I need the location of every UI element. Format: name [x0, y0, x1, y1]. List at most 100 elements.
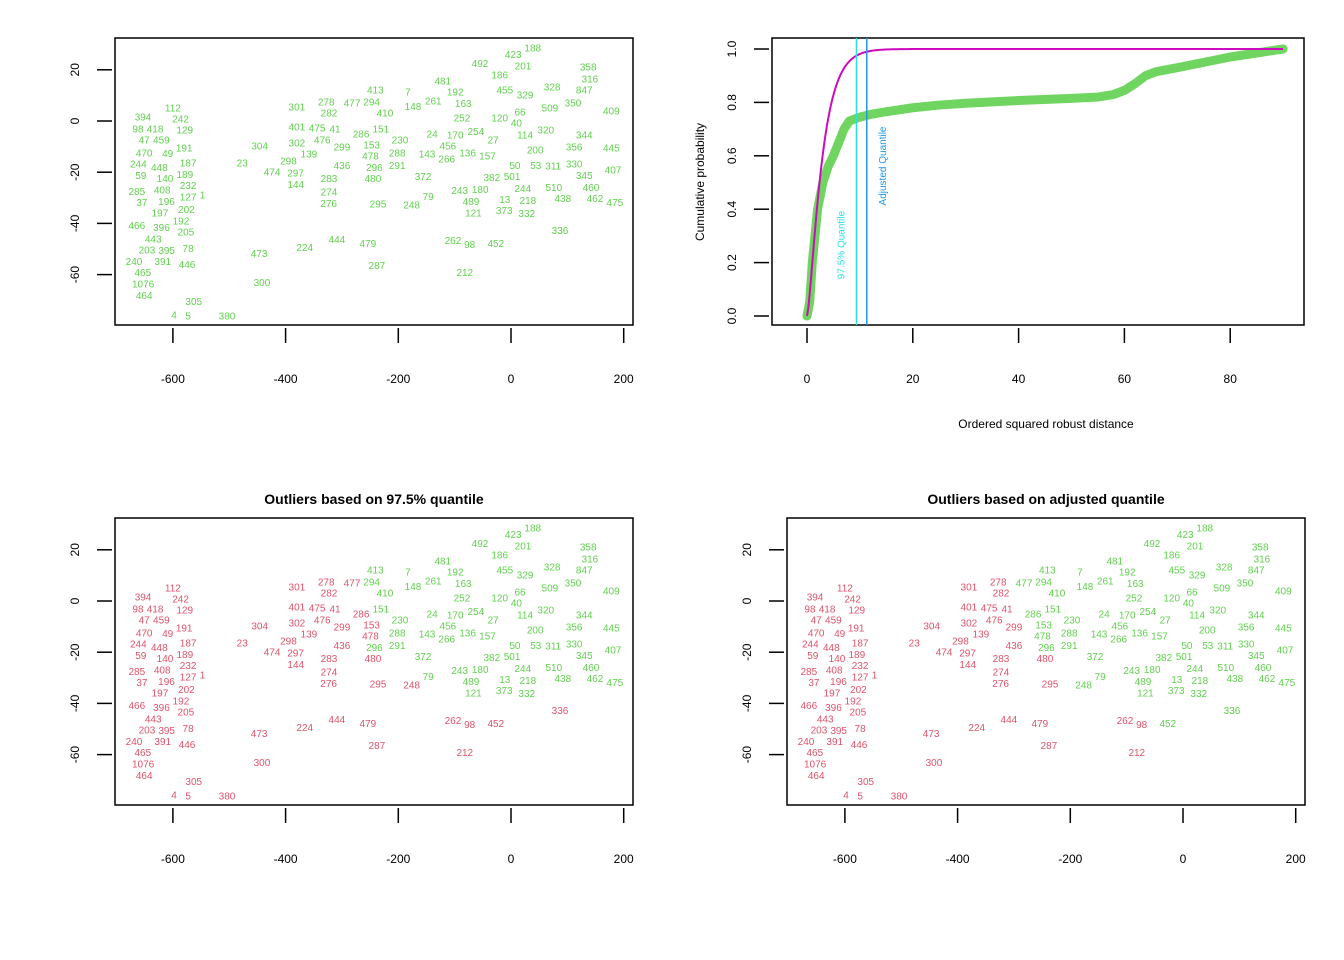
- point-label: 276: [992, 679, 1009, 690]
- y-tick-label: -40: [68, 694, 82, 712]
- point-label: 409: [603, 587, 620, 598]
- point-label: 286: [353, 130, 370, 141]
- point-label: 27: [488, 136, 500, 147]
- point-label: 299: [334, 623, 351, 634]
- point-label: 475: [309, 603, 326, 614]
- point-label: 186: [1163, 550, 1180, 561]
- plot-frame-top-right: [771, 37, 1305, 326]
- point-label: 189: [177, 170, 194, 181]
- point-label: 297: [287, 649, 304, 660]
- point-label: 477: [1016, 578, 1033, 589]
- point-label: 480: [365, 654, 382, 665]
- point-label: 311: [545, 642, 561, 653]
- point-label: 382: [483, 173, 500, 184]
- point-label: 79: [1095, 672, 1107, 683]
- point-label: 344: [576, 131, 593, 142]
- point-label: 191: [176, 144, 193, 155]
- point-label: 302: [961, 619, 978, 630]
- point-label: 196: [158, 677, 175, 688]
- point-label: 282: [993, 588, 1010, 599]
- point-label: 295: [1042, 680, 1059, 691]
- y-tick-label: 20: [68, 63, 82, 77]
- title-bottom-right: Outliers based on adjusted quantile: [927, 491, 1164, 507]
- point-label: 407: [605, 646, 622, 657]
- point-label: 489: [1135, 677, 1152, 688]
- point-label: 332: [1190, 689, 1207, 700]
- point-label: 446: [179, 740, 196, 751]
- point-label: 297: [287, 169, 304, 180]
- point-label: 847: [576, 565, 593, 576]
- point-label: 448: [151, 163, 168, 174]
- point-label: 151: [372, 124, 389, 135]
- x-tick-label: 200: [614, 852, 634, 866]
- point-label: 240: [126, 257, 143, 268]
- point-label: 294: [363, 577, 380, 588]
- point-label: 476: [986, 616, 1003, 627]
- point-label: 139: [301, 630, 318, 641]
- point-label: 5: [185, 791, 191, 802]
- point-label: 274: [993, 668, 1010, 679]
- point-label: 276: [320, 679, 337, 690]
- point-label: 49: [834, 629, 846, 640]
- point-label: 391: [154, 737, 171, 748]
- point-label: 413: [1039, 566, 1056, 577]
- point-label: 252: [454, 593, 471, 604]
- point-label: 261: [425, 97, 442, 108]
- point-label: 481: [434, 556, 451, 567]
- point-label: 192: [447, 88, 464, 99]
- point-label: 460: [1255, 663, 1272, 674]
- point-label: 470: [136, 149, 153, 160]
- point-label: 305: [185, 297, 202, 308]
- point-label: 224: [296, 723, 313, 734]
- point-label: 121: [465, 208, 482, 219]
- point-label: 489: [463, 197, 480, 208]
- y-tick-label: -40: [68, 214, 82, 232]
- point-label: 248: [1075, 680, 1092, 691]
- point-label: 151: [1044, 604, 1061, 615]
- point-label: 47: [139, 616, 151, 627]
- point-label: 37: [136, 678, 148, 689]
- point-label: 252: [454, 113, 471, 124]
- point-label: 394: [135, 592, 152, 603]
- point-label: 298: [280, 157, 297, 168]
- point-label: 330: [566, 160, 583, 171]
- point-label: 401: [961, 603, 978, 614]
- point-label: 7: [405, 87, 411, 98]
- point-label: 423: [1177, 530, 1194, 541]
- point-label: 373: [1168, 686, 1185, 697]
- point-label: 373: [496, 206, 513, 217]
- point-label: 140: [157, 654, 174, 665]
- point-label: 295: [370, 680, 387, 691]
- point-label: 474: [264, 168, 281, 179]
- y-tick-label: 0.6: [725, 147, 739, 164]
- point-label: 336: [552, 226, 569, 237]
- point-label: 262: [445, 716, 462, 727]
- point-label: 66: [514, 588, 526, 599]
- point-label: 291: [389, 161, 406, 172]
- point-label: 252: [1126, 593, 1143, 604]
- point-label: 200: [527, 626, 544, 637]
- point-label: 186: [491, 70, 508, 81]
- y-tick-label: 0.2: [725, 254, 739, 271]
- point-label: 350: [565, 98, 582, 109]
- point-label: 243: [451, 666, 468, 677]
- point-label: 470: [808, 629, 825, 640]
- point-label: 476: [314, 616, 331, 627]
- point-label: 153: [363, 621, 380, 632]
- point-label: 350: [1237, 578, 1254, 589]
- point-label: 5: [185, 311, 191, 322]
- point-label: 401: [289, 603, 306, 614]
- point-label: 345: [576, 651, 593, 662]
- x-tick-label: -600: [161, 372, 185, 386]
- point-label: 479: [1032, 719, 1049, 730]
- point-label: 163: [1127, 579, 1144, 590]
- point-label: 423: [505, 50, 522, 61]
- point-label: 266: [438, 635, 455, 646]
- point-label: 396: [825, 703, 842, 714]
- point-label: 455: [496, 85, 513, 96]
- point-label: 452: [487, 239, 504, 250]
- x-tick-label: 0: [1180, 852, 1187, 866]
- point-label: 296: [366, 163, 383, 174]
- point-label: 444: [1001, 715, 1018, 726]
- point-label: 191: [848, 624, 865, 635]
